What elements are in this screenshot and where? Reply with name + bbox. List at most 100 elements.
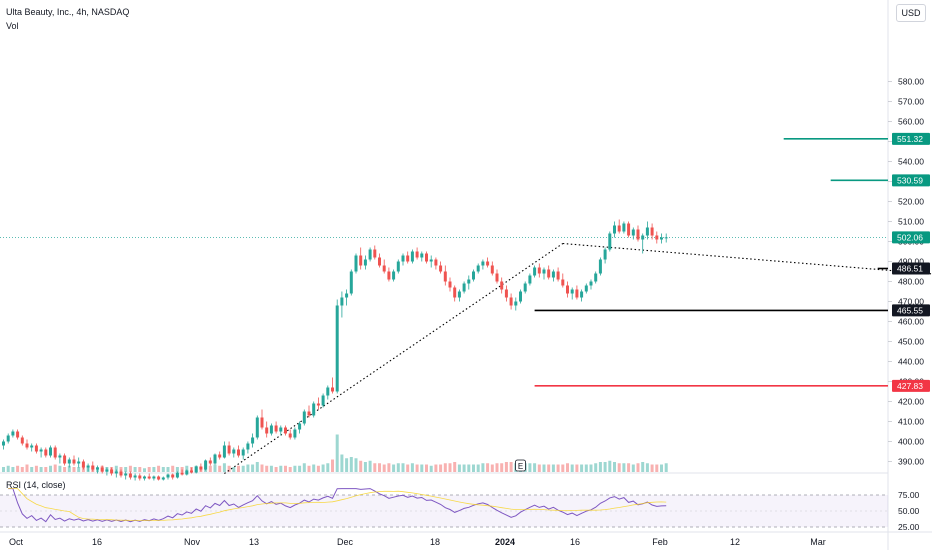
volume-bar — [161, 467, 165, 472]
candle-body — [514, 301, 518, 306]
candle-body — [246, 443, 250, 450]
volume-bar — [147, 467, 151, 472]
candle-body — [232, 449, 236, 454]
volume-bar — [20, 467, 24, 472]
y-tick-label: 420.00 — [898, 397, 924, 407]
candle-body — [251, 437, 255, 444]
candle-body — [77, 461, 81, 464]
candle-body — [490, 265, 494, 274]
candle-body — [396, 261, 400, 272]
candle-body — [443, 271, 447, 282]
candle-body — [481, 261, 485, 266]
volume-bar — [631, 464, 635, 472]
candle-body — [284, 427, 287, 434]
y-tick-label: 560.00 — [898, 117, 924, 127]
price-label: 551.32 — [897, 134, 923, 144]
candle-body — [528, 275, 532, 284]
candle-body — [655, 235, 659, 240]
price-label: 530.59 — [897, 175, 923, 185]
volume-bar — [326, 463, 330, 472]
candle-body — [354, 255, 358, 272]
volume-bar — [476, 464, 480, 472]
candle-body — [128, 473, 132, 478]
volume-bar — [72, 467, 76, 472]
x-tick-label: Nov — [184, 537, 201, 547]
volume-bar — [504, 462, 508, 472]
volume-label: Vol — [6, 21, 19, 31]
candle-body — [495, 273, 499, 282]
candle-body — [335, 305, 339, 392]
volume-bar — [237, 465, 240, 472]
y-tick-label: 510.00 — [898, 217, 924, 227]
candle-body — [410, 251, 414, 262]
candle-body — [523, 283, 527, 292]
candle-body — [147, 476, 151, 479]
volume-bar — [533, 463, 537, 472]
volume-bar — [415, 464, 419, 472]
candle-body — [373, 249, 377, 258]
volume-bar — [495, 463, 499, 472]
volume-bar — [30, 467, 34, 472]
candle-body — [2, 441, 5, 446]
volume-bar — [613, 462, 616, 472]
candle-body — [622, 223, 626, 232]
candle-body — [190, 470, 193, 473]
candle-body — [288, 433, 292, 438]
candle-body — [664, 237, 668, 239]
candle-body — [119, 471, 123, 476]
volume-bar — [293, 465, 297, 472]
volume-bar — [575, 464, 579, 472]
y-tick-label: 460.00 — [898, 317, 924, 327]
candle-body — [110, 469, 114, 474]
candle-body — [363, 259, 367, 266]
currency-button[interactable]: USD — [896, 4, 926, 22]
candle-body — [472, 271, 475, 280]
candle-body — [636, 229, 640, 240]
candle-body — [420, 253, 424, 258]
volume-bar — [63, 467, 67, 472]
candle-body — [429, 259, 433, 262]
volume-bar — [392, 464, 396, 472]
candle-body — [547, 269, 551, 278]
volume-bar — [641, 462, 645, 472]
candle-body — [227, 445, 231, 454]
candle-body — [96, 467, 99, 470]
volume-bar — [138, 467, 142, 472]
y-tick-label: 570.00 — [898, 97, 924, 107]
volume-bar — [185, 465, 189, 472]
earnings-marker — [515, 459, 526, 472]
volume-bar — [542, 464, 546, 472]
volume-bar — [279, 465, 283, 472]
volume-bar — [307, 465, 311, 472]
volume-bar — [340, 454, 344, 472]
candle-body — [157, 476, 161, 480]
volume-bar — [222, 463, 226, 472]
candle-body — [580, 291, 584, 298]
candle-body — [204, 460, 208, 470]
candle-body — [53, 447, 57, 458]
volume-bar — [345, 458, 349, 472]
volume-bar — [556, 464, 560, 472]
volume-bar — [218, 465, 222, 472]
volume-bar — [598, 462, 602, 472]
price-label-box — [892, 231, 930, 244]
candle-body — [453, 287, 457, 298]
x-tick-label: 16 — [570, 537, 580, 547]
volume-bar — [260, 464, 264, 472]
candle-body — [25, 443, 29, 448]
volume-bar — [650, 464, 654, 472]
volume-bar — [580, 464, 584, 472]
volume-bar — [589, 464, 593, 472]
candle-body — [641, 235, 645, 240]
candle-body — [561, 279, 565, 286]
volume-bar — [594, 463, 598, 472]
rsi-tick-label: 25.00 — [898, 522, 920, 532]
volume-bar — [354, 458, 358, 472]
volume-bar — [396, 463, 400, 472]
candle-body — [359, 255, 363, 266]
candle-body — [551, 271, 555, 278]
volume-bar — [274, 467, 278, 472]
candle-body — [241, 449, 245, 456]
volume-bar — [77, 467, 81, 472]
